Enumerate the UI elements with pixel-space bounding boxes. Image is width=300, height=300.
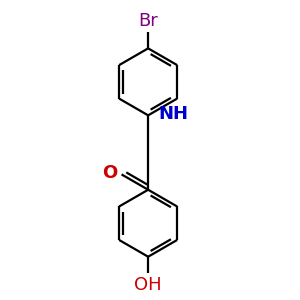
Text: Br: Br	[138, 12, 158, 30]
Text: NH: NH	[158, 105, 188, 123]
Text: O: O	[103, 164, 118, 182]
Text: OH: OH	[134, 276, 162, 294]
